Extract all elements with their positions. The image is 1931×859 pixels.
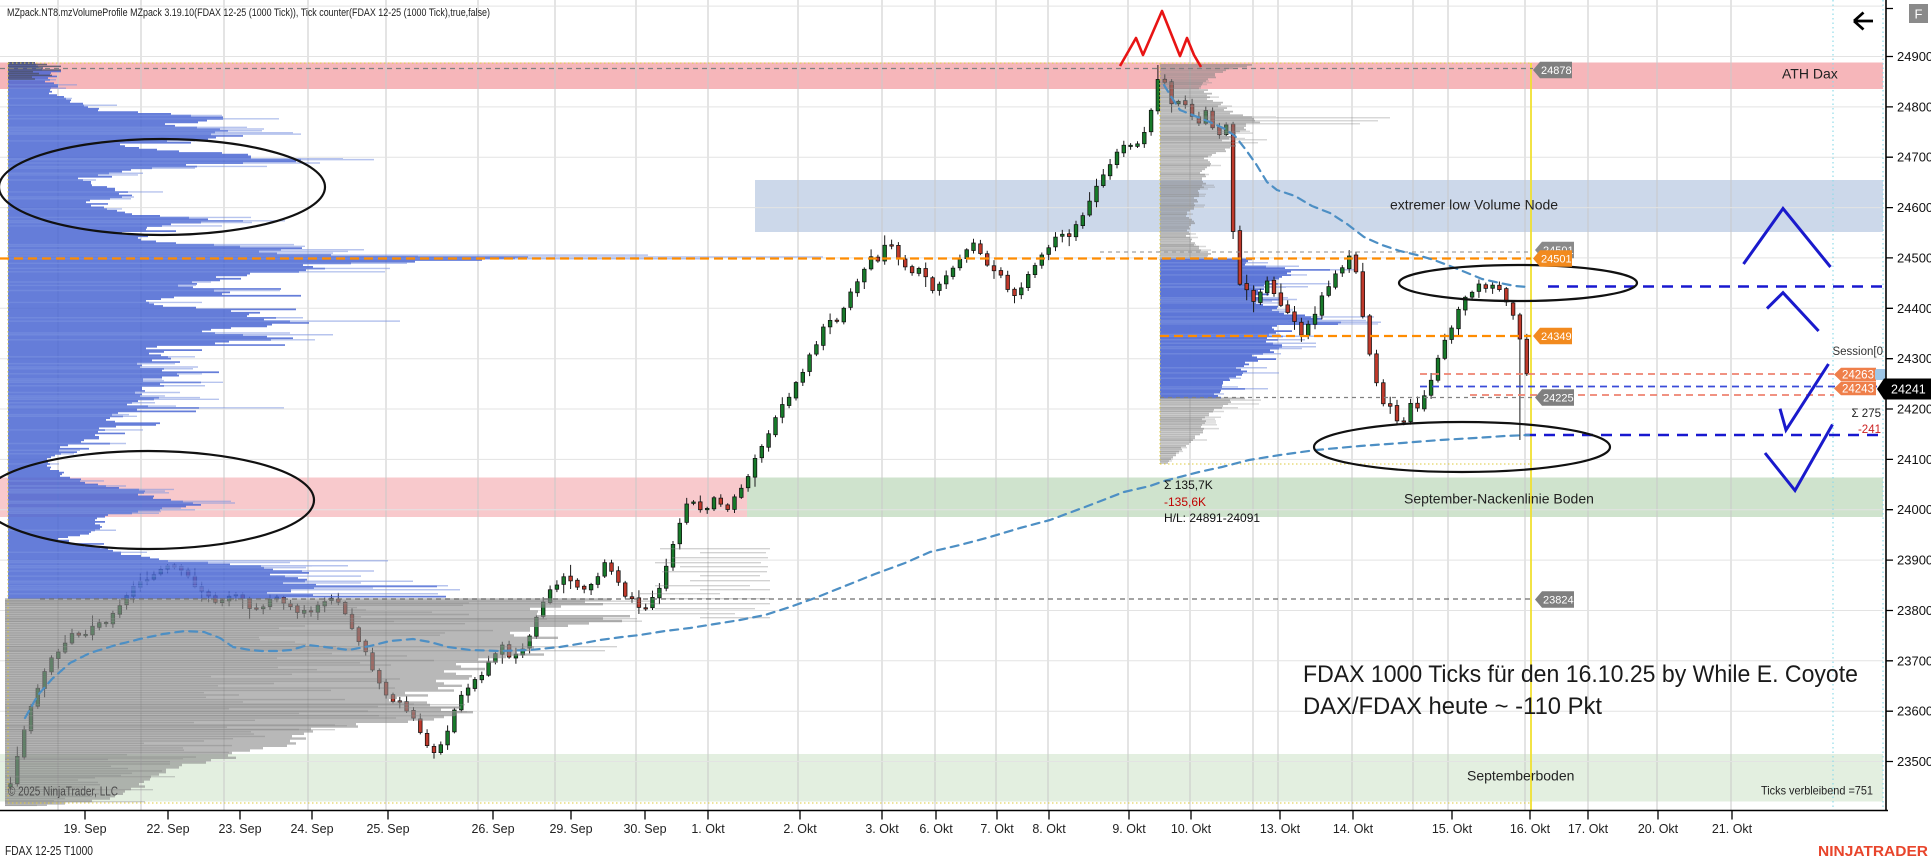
svg-text:24700: 24700 xyxy=(1897,150,1931,165)
svg-text:H/L: 24891-24091: H/L: 24891-24091 xyxy=(1164,511,1260,525)
svg-text:Σ 135,7K: Σ 135,7K xyxy=(1164,478,1213,492)
svg-text:23900: 23900 xyxy=(1897,553,1931,568)
svg-text:FDAX 1000 Ticks für den 16.10.: FDAX 1000 Ticks für den 16.10.25 by Whil… xyxy=(1303,661,1858,688)
svg-text:Session[0: Session[0 xyxy=(1832,346,1883,358)
svg-text:23. Sep: 23. Sep xyxy=(218,822,261,836)
svg-text:25. Sep: 25. Sep xyxy=(366,822,409,836)
svg-text:24200: 24200 xyxy=(1897,402,1931,417)
svg-text:NINJATRADER: NINJATRADER xyxy=(1818,844,1929,859)
svg-text:24501: 24501 xyxy=(1541,253,1572,265)
svg-text:29. Sep: 29. Sep xyxy=(549,822,592,836)
svg-text:-241: -241 xyxy=(1858,424,1881,436)
svg-text:13. Okt: 13. Okt xyxy=(1260,822,1301,836)
svg-text:24100: 24100 xyxy=(1897,452,1931,467)
svg-text:20. Okt: 20. Okt xyxy=(1638,822,1679,836)
svg-text:24349: 24349 xyxy=(1541,331,1572,343)
svg-text:ATH Dax: ATH Dax xyxy=(1782,66,1838,82)
svg-text:8. Okt: 8. Okt xyxy=(1032,822,1066,836)
svg-text:14. Okt: 14. Okt xyxy=(1333,822,1374,836)
svg-text:23824: 23824 xyxy=(1543,594,1574,606)
svg-text:24263: 24263 xyxy=(1842,369,1874,381)
svg-text:24241: 24241 xyxy=(1891,383,1926,397)
svg-text:1. Okt: 1. Okt xyxy=(691,822,725,836)
svg-text:23500: 23500 xyxy=(1897,754,1931,769)
svg-text:MZpack.NT8.mzVolumeProfile MZp: MZpack.NT8.mzVolumeProfile MZpack 3.19.1… xyxy=(7,7,490,19)
svg-text:24. Sep: 24. Sep xyxy=(290,822,333,836)
svg-text:-135,6K: -135,6K xyxy=(1164,495,1206,509)
svg-text:24243: 24243 xyxy=(1842,383,1874,395)
svg-text:24878: 24878 xyxy=(1541,65,1572,77)
svg-text:9. Okt: 9. Okt xyxy=(1112,822,1146,836)
svg-text:September-Nackenlinie Boden: September-Nackenlinie Boden xyxy=(1404,491,1594,507)
svg-text:2. Okt: 2. Okt xyxy=(783,822,817,836)
svg-text:26. Sep: 26. Sep xyxy=(471,822,514,836)
svg-text:21. Okt: 21. Okt xyxy=(1712,822,1753,836)
svg-text:24800: 24800 xyxy=(1897,99,1931,114)
svg-text:10. Okt: 10. Okt xyxy=(1171,822,1212,836)
svg-text:24400: 24400 xyxy=(1897,301,1931,316)
svg-text:DAX/FDAX heute ~ -110 Pkt: DAX/FDAX heute ~ -110 Pkt xyxy=(1303,693,1602,720)
svg-text:F: F xyxy=(1915,7,1923,22)
svg-text:Σ 275: Σ 275 xyxy=(1852,408,1882,420)
svg-text:24300: 24300 xyxy=(1897,351,1931,366)
svg-text:© 2025 NinjaTrader, LLC: © 2025 NinjaTrader, LLC xyxy=(8,785,118,799)
svg-text:3. Okt: 3. Okt xyxy=(865,822,899,836)
svg-text:FDAX 12-25 T1000: FDAX 12-25 T1000 xyxy=(5,844,93,858)
svg-text:extremer low Volume Node: extremer low Volume Node xyxy=(1390,197,1558,213)
svg-text:24900: 24900 xyxy=(1897,49,1931,64)
svg-text:24500: 24500 xyxy=(1897,250,1931,265)
svg-text:Ticks verbleibend =751: Ticks verbleibend =751 xyxy=(1761,784,1873,798)
svg-text:16. Okt: 16. Okt xyxy=(1510,822,1551,836)
svg-text:7. Okt: 7. Okt xyxy=(980,822,1014,836)
svg-text:24225: 24225 xyxy=(1543,392,1574,404)
svg-text:24000: 24000 xyxy=(1897,502,1931,517)
svg-text:24600: 24600 xyxy=(1897,200,1931,215)
svg-text:17. Okt: 17. Okt xyxy=(1568,822,1609,836)
svg-text:23600: 23600 xyxy=(1897,704,1931,719)
svg-text:Septemberboden: Septemberboden xyxy=(1467,768,1574,784)
svg-text:6. Okt: 6. Okt xyxy=(919,822,953,836)
svg-text:23800: 23800 xyxy=(1897,603,1931,618)
svg-text:15. Okt: 15. Okt xyxy=(1432,822,1473,836)
svg-text:23700: 23700 xyxy=(1897,653,1931,668)
svg-text:30. Sep: 30. Sep xyxy=(623,822,666,836)
svg-text:22. Sep: 22. Sep xyxy=(146,822,189,836)
svg-text:19. Sep: 19. Sep xyxy=(63,822,106,836)
